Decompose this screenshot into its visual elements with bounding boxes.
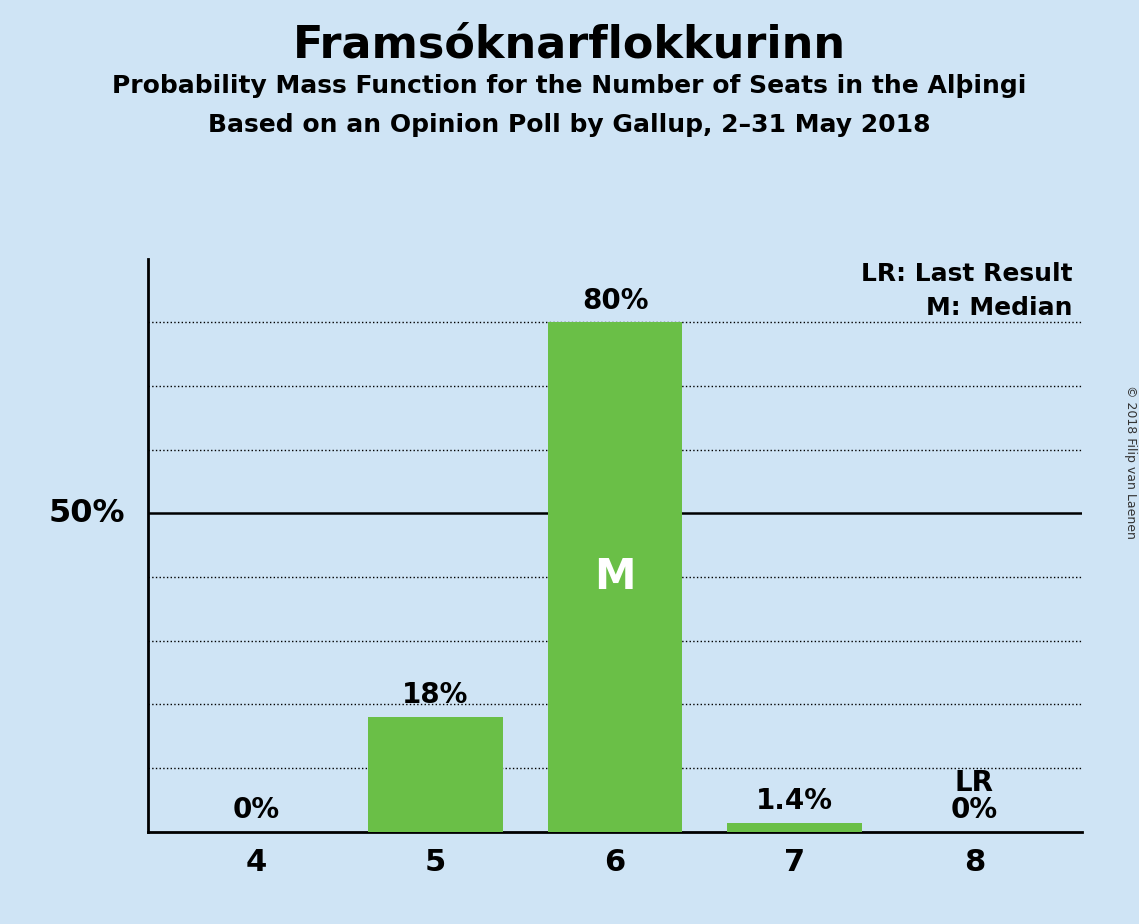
Text: 0%: 0%	[232, 796, 279, 824]
Text: LR: Last Result: LR: Last Result	[861, 261, 1073, 286]
Bar	[548, 322, 682, 832]
Text: © 2018 Filip van Laenen: © 2018 Filip van Laenen	[1124, 385, 1137, 539]
Text: M: M	[595, 556, 636, 598]
Bar	[368, 717, 502, 832]
Text: M: Median: M: Median	[926, 296, 1073, 320]
Text: 80%: 80%	[582, 286, 648, 315]
Text: 50%: 50%	[49, 498, 125, 529]
Text: 18%: 18%	[402, 681, 468, 710]
Text: LR: LR	[954, 769, 994, 796]
Text: Probability Mass Function for the Number of Seats in the Alþingi: Probability Mass Function for the Number…	[113, 74, 1026, 98]
Text: Based on an Opinion Poll by Gallup, 2–31 May 2018: Based on an Opinion Poll by Gallup, 2–31…	[208, 113, 931, 137]
Text: 1.4%: 1.4%	[756, 787, 833, 815]
Text: 0%: 0%	[951, 796, 998, 824]
Bar	[728, 822, 862, 832]
Text: Framsóknarflokkurinn: Framsóknarflokkurinn	[293, 23, 846, 67]
